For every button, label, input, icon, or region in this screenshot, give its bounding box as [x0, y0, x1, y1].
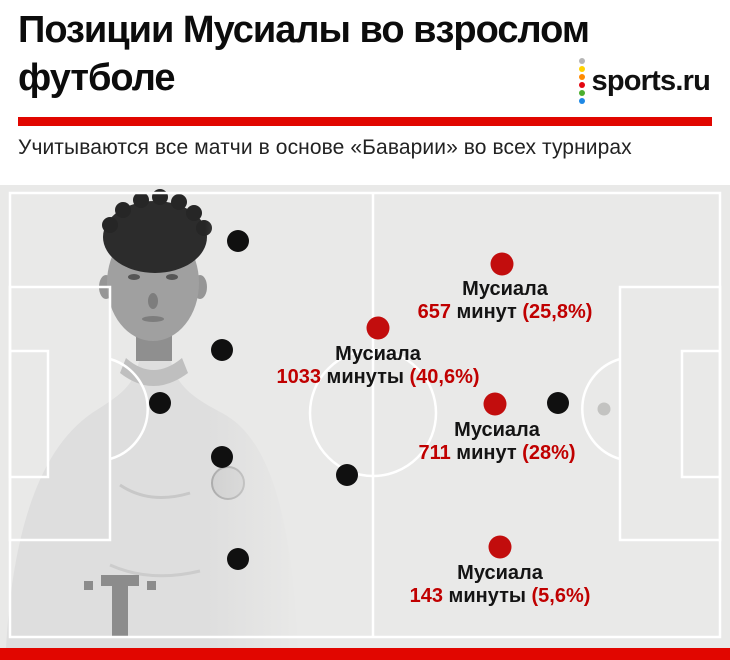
- percent-share: (28%): [522, 442, 576, 464]
- minutes-value: 657: [417, 301, 451, 323]
- minutes-unit: минут: [450, 301, 523, 323]
- musiala-position-dot: [488, 535, 512, 559]
- logo-color-dot-icon: [578, 82, 585, 88]
- percent-share: (25,8%): [522, 301, 593, 323]
- sports-ru-logo-text: sports.ru: [591, 64, 711, 97]
- musiala-name: Мусиала: [454, 419, 540, 441]
- musiala-position-label: Мусиала 711 минут (28%): [418, 419, 575, 465]
- musiala-position-dot: [366, 316, 390, 340]
- musiala-stats: 1033 минуты (40,6%): [276, 366, 479, 389]
- musiala-name: Мусиала: [462, 278, 548, 300]
- other-position-dot: [211, 446, 233, 468]
- telekom-t-logo-icon: [84, 575, 156, 637]
- percent-share: (40,6%): [409, 366, 480, 388]
- logo-color-dot-icon: [578, 66, 585, 72]
- other-position-dot: [149, 392, 171, 414]
- musiala-position-dot: [490, 252, 514, 276]
- page-title-line1: Позиции Мусиалы во взрослом: [18, 9, 590, 51]
- page-title: Позиции Мусиалы во взрослом футболе: [18, 6, 590, 102]
- logo-color-dot-icon: [578, 98, 585, 104]
- other-position-dot: [211, 339, 233, 361]
- red-divider-bar: [18, 117, 712, 126]
- minutes-unit: минуты: [442, 585, 532, 607]
- photo-fade-gradient: [205, 185, 320, 648]
- page-title-line2: футболе: [18, 57, 175, 99]
- logo-color-dot-icon: [578, 74, 585, 80]
- minutes-value: 1033: [276, 366, 321, 388]
- minutes-unit: минут: [450, 442, 523, 464]
- other-position-dot: [227, 230, 249, 252]
- pitch-lines: [8, 191, 722, 639]
- logo-color-dot-icon: [578, 90, 585, 96]
- minutes-value: 711: [418, 442, 451, 464]
- percent-share: (5,6%): [531, 585, 591, 607]
- sports-ru-logo-dots-icon: [578, 58, 585, 104]
- minutes-unit: минуты: [320, 366, 410, 388]
- other-position-dot: [547, 392, 569, 414]
- musiala-stats: 657 минут (25,8%): [418, 301, 593, 324]
- subtitle: Учитываются все матчи в основе «Баварии»…: [18, 136, 632, 159]
- football-pitch: Мусиала 657 минут (25,8%) Мусиала 1033 мину…: [0, 185, 730, 648]
- hair-twists: [102, 189, 212, 236]
- penalty-spot: [597, 402, 611, 416]
- musiala-position-label: Мусиала 143 минуты (5,6%): [410, 562, 591, 608]
- other-position-dot: [227, 548, 249, 570]
- musiala-position-label: Мусиала 1033 минуты (40,6%): [276, 343, 479, 389]
- header: Позиции Мусиалы во взрослом футболе spor…: [0, 0, 730, 185]
- footer-red-bar: [0, 648, 730, 660]
- musiala-position-label: Мусиала 657 минут (25,8%): [418, 278, 593, 324]
- logo-color-dot-icon: [578, 58, 585, 64]
- musiala-name: Мусиала: [335, 343, 421, 365]
- minutes-value: 143: [409, 585, 443, 607]
- pitch-dots-layer: Мусиала 657 минут (25,8%) Мусиала 1033 мину…: [0, 185, 730, 648]
- musiala-stats: 143 минуты (5,6%): [410, 585, 591, 608]
- other-position-dot: [336, 464, 358, 486]
- sports-ru-logo: sports.ru: [578, 58, 711, 104]
- musiala-stats: 711 минут (28%): [418, 442, 575, 465]
- musiala-position-dot: [483, 392, 507, 416]
- musiala-name: Мусиала: [457, 562, 543, 584]
